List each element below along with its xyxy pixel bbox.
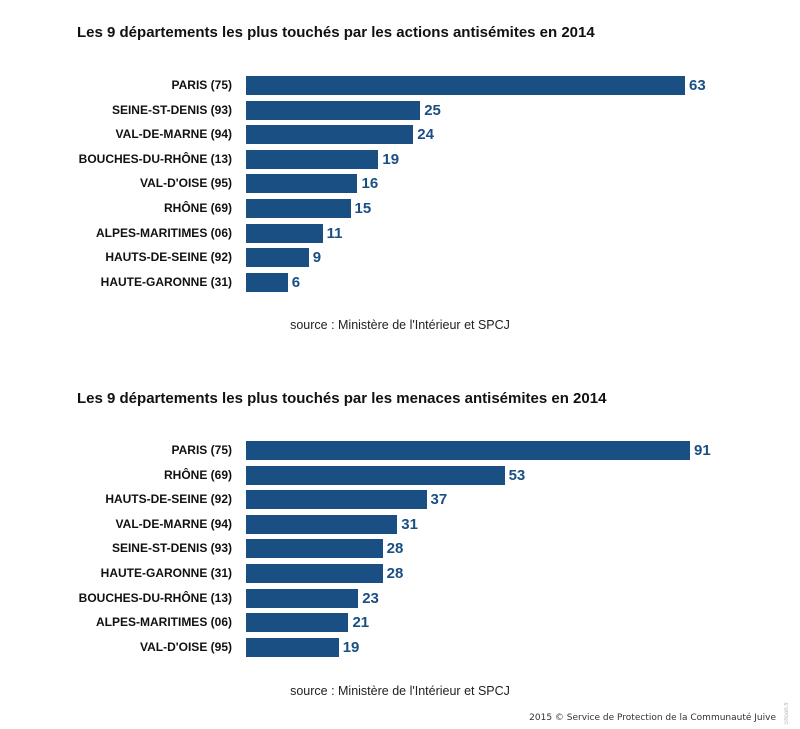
source-note-menaces: source : Ministère de l'Intérieur et SPC… [290,684,510,698]
bar-row: VAL-D'OISE (95) 16 [0,174,800,194]
bar [246,539,383,559]
value-label: 28 [386,540,404,558]
bar-row: ALPES-MARITIMES (06) 21 [0,613,800,633]
bar-row: BOUCHES-DU-RHÔNE (13) 19 [0,149,800,170]
bar [246,199,351,218]
category-label: HAUTE-GARONNE (31) [100,566,232,580]
bar-row: BOUCHES-DU-RHÔNE (13) 23 [0,588,800,609]
category-label: ALPES-MARITIMES (06) [95,615,232,630]
category-label: SEINE-ST-DENIS (93) [111,102,232,117]
bar [246,149,379,169]
bar [246,514,398,534]
bar [246,174,358,194]
bar-row: VAL-DE-MARNE (94) 24 [0,125,800,145]
category-label: RHÔNE (69) [163,201,232,215]
bar-row: ALPES-MARITIMES (06) 11 [0,223,800,244]
copyright-footer: 2015 © Service de Protection de la Commu… [529,713,776,723]
chart-title-actions: Les 9 départements les plus touchés par … [77,24,595,41]
value-label: 19 [342,638,360,656]
category-label: ALPES-MARITIMES (06) [95,225,232,240]
value-label: 15 [354,200,372,217]
value-label: 19 [382,150,400,168]
value-label: 91 [694,442,711,459]
bar-row: HAUTS-DE-SEINE (92) 37 [0,490,800,510]
bar-row: PARIS (75) 63 [0,76,800,96]
value-label: 23 [362,589,379,607]
bar-row: SEINE-ST-DENIS (93) 28 [0,539,800,559]
value-label: 24 [417,126,434,144]
category-label: BOUCHES-DU-RHÔNE (13) [78,590,232,605]
bar-row: PARIS (75) 91 [0,441,800,461]
bar [246,76,685,95]
bar-row: VAL-D'OISE (95) 19 [0,637,800,658]
value-label: 6 [291,273,301,291]
watermark: Shoah.fr [784,702,790,725]
source-note-actions: source : Ministère de l'Intérieur et SPC… [290,318,510,332]
value-label: 63 [689,77,706,94]
value-label: 9 [312,249,322,267]
category-label: PARIS (75) [171,443,232,457]
bar [246,100,421,120]
bar [246,490,427,510]
value-label: 11 [326,224,343,242]
value-label: 28 [386,565,404,582]
bar-row: SEINE-ST-DENIS (93) 25 [0,100,800,121]
category-label: HAUTS-DE-SEINE (92) [105,492,232,507]
bar [246,248,309,268]
value-label: 53 [508,466,526,484]
category-label: PARIS (75) [171,78,232,92]
bar [246,613,349,633]
bar-row: HAUTE-GARONNE (31) 6 [0,272,800,293]
bar [246,272,288,292]
bar-row: HAUTS-DE-SEINE (92) 9 [0,248,800,268]
category-label: VAL-DE-MARNE (94) [115,127,232,142]
bar [246,588,359,608]
bar [246,564,383,583]
bar-row: HAUTE-GARONNE (31) 28 [0,564,800,584]
category-label: SEINE-ST-DENIS (93) [111,541,232,556]
value-label: 31 [401,515,418,533]
category-label: VAL-D'OISE (95) [140,176,232,191]
category-label: BOUCHES-DU-RHÔNE (13) [78,151,232,166]
category-label: HAUTS-DE-SEINE (92) [105,250,232,265]
category-label: HAUTE-GARONNE (31) [100,274,232,289]
value-label: 25 [424,101,441,119]
category-label: VAL-DE-MARNE (94) [115,516,232,531]
category-label: RHÔNE (69) [163,467,232,482]
bar [246,125,414,145]
bar [246,223,323,243]
bar [246,465,505,485]
value-label: 21 [352,614,370,632]
value-label: 37 [430,491,448,509]
chart-title-menaces: Les 9 départements les plus touchés par … [77,390,607,407]
value-label: 16 [361,175,379,193]
bar [246,441,690,460]
bar-row: RHÔNE (69) 15 [0,199,800,219]
bar-row: RHÔNE (69) 53 [0,465,800,486]
category-label: VAL-D'OISE (95) [140,639,232,654]
bar [246,637,339,657]
bar-row: VAL-DE-MARNE (94) 31 [0,514,800,535]
